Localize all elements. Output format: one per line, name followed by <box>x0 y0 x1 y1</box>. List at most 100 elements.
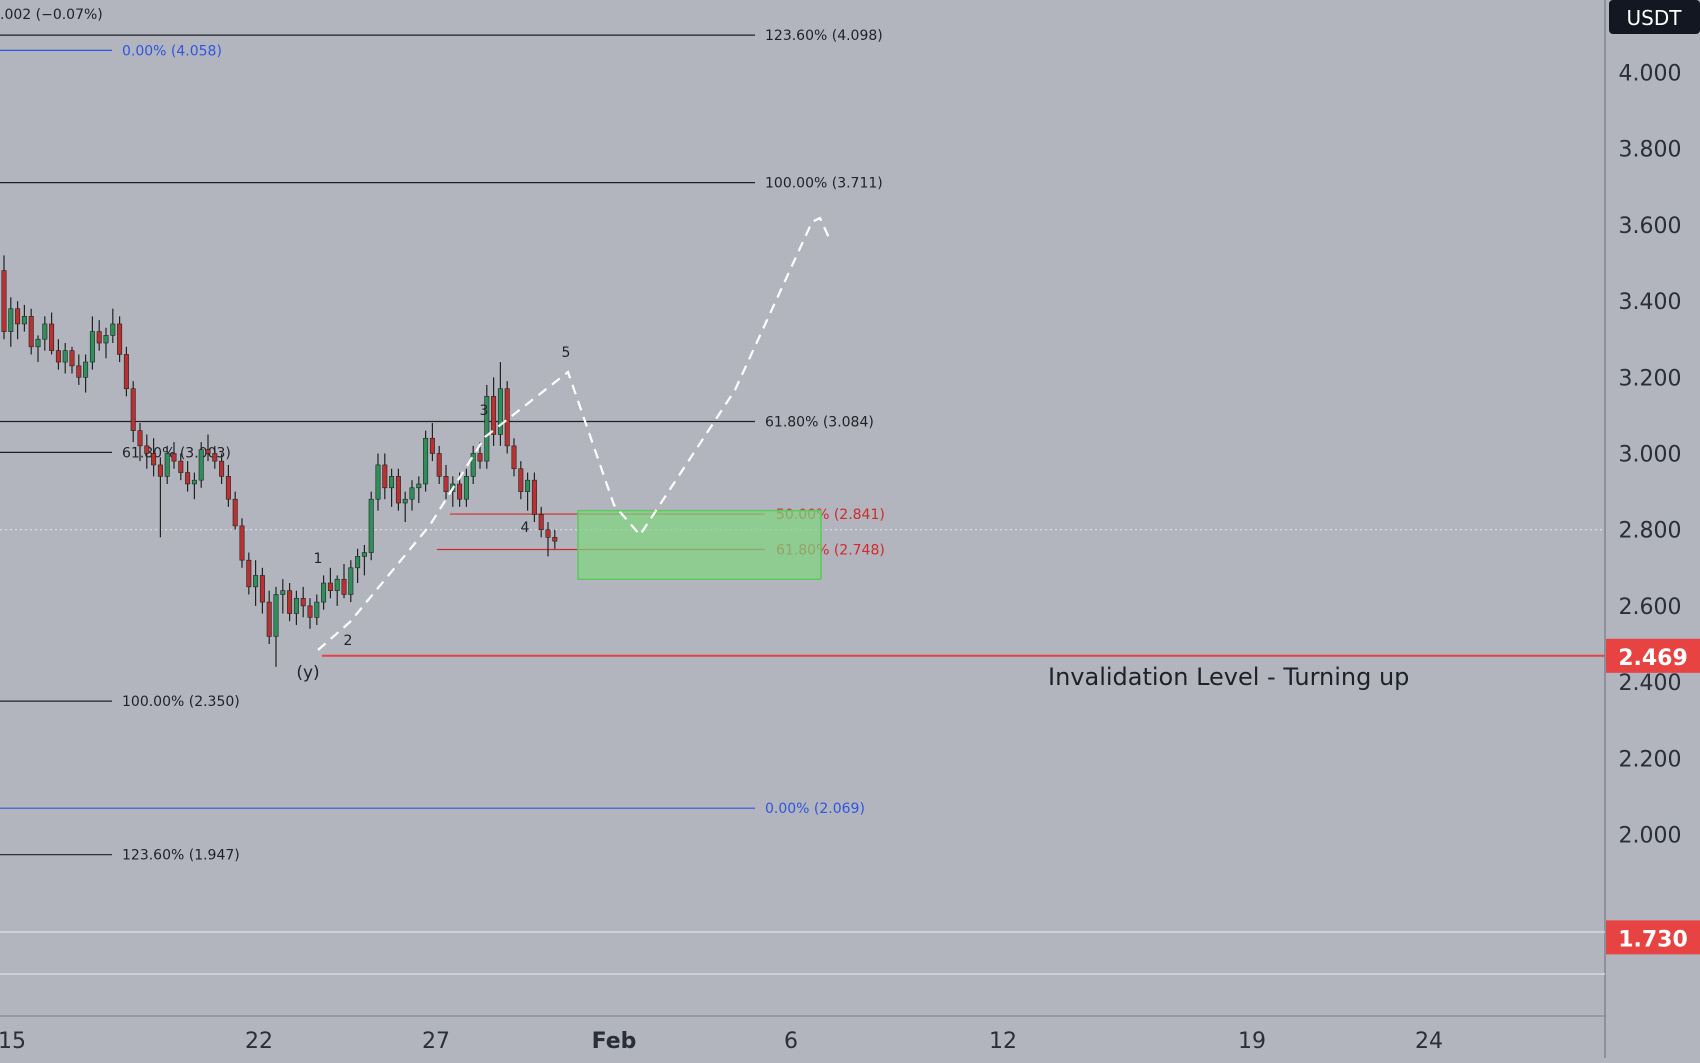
candle-body <box>518 468 524 492</box>
candle-body <box>307 605 313 618</box>
candle-body <box>552 537 558 542</box>
price-tag-label: 2.469 <box>1618 646 1688 671</box>
candle-body <box>239 525 245 561</box>
x-tick-label: 19 <box>1238 1029 1266 1054</box>
candle-body <box>423 437 429 485</box>
candle-body <box>266 601 272 637</box>
candle-body <box>416 483 422 489</box>
wave-label: 4 <box>521 520 530 536</box>
candle-body <box>293 597 299 614</box>
candle-body <box>89 331 95 363</box>
candle-body <box>361 552 367 557</box>
candle-body <box>497 388 503 435</box>
x-tick-label: 12 <box>989 1029 1017 1054</box>
candle-body <box>117 323 123 355</box>
fib-level-label: 0.00% (2.069) <box>765 801 865 817</box>
candle-body <box>382 464 388 489</box>
y-tick-label: 3.600 <box>1619 214 1682 239</box>
target-zone <box>577 509 822 580</box>
currency-label: USDT <box>1627 6 1683 30</box>
candle-body <box>280 590 286 595</box>
fib-level-label: 123.60% (4.098) <box>765 28 883 44</box>
candle-body <box>35 338 41 348</box>
candle-body <box>205 449 211 454</box>
candle-body <box>334 578 340 591</box>
candle-body <box>8 308 14 332</box>
candle-body <box>219 460 225 477</box>
candle-body <box>287 590 293 614</box>
y-tick-label: 3.800 <box>1619 138 1682 163</box>
candle-body <box>545 529 551 538</box>
candle-body <box>484 396 490 462</box>
candle-body <box>253 575 259 588</box>
candle-body <box>151 453 157 466</box>
candle-body <box>368 498 374 553</box>
candle-body <box>15 308 21 325</box>
candle-body <box>178 460 184 473</box>
price-change-readout: .002 (−0.07%) <box>0 7 103 23</box>
wave-label: 3 <box>480 403 489 419</box>
candle-body <box>355 556 361 569</box>
candle-body <box>531 479 537 515</box>
candle-body <box>123 354 129 390</box>
x-tick-label: 24 <box>1415 1029 1443 1054</box>
x-tick-label: 15 <box>0 1029 26 1054</box>
candle-body <box>429 437 435 454</box>
candle-body <box>42 323 48 340</box>
candle-body <box>246 559 252 588</box>
candle-body <box>348 567 354 595</box>
candle-body <box>491 396 497 435</box>
candle-body <box>164 453 170 477</box>
candle-body <box>327 582 333 591</box>
candle-body <box>103 335 109 344</box>
candle-body <box>1 270 7 332</box>
candle-body <box>504 388 510 447</box>
y-tick-label: 2.000 <box>1619 824 1682 849</box>
candle-body <box>191 479 197 485</box>
wave-label: 5 <box>562 345 571 361</box>
candle-body <box>457 483 463 500</box>
candle-body <box>259 575 265 603</box>
candle-body <box>341 578 347 595</box>
candle-body <box>477 453 483 462</box>
candle-body <box>137 430 143 447</box>
candle-body <box>83 361 89 378</box>
candle-body <box>144 445 150 454</box>
candle-body <box>55 350 61 363</box>
candle-body <box>314 601 320 618</box>
candle-body <box>225 476 231 500</box>
candle-body <box>96 331 102 344</box>
candle-body <box>470 453 476 477</box>
candle-body <box>511 445 517 470</box>
candle-body <box>130 388 136 431</box>
candle-body <box>49 323 55 351</box>
candle-body <box>436 453 442 477</box>
candle-body <box>157 464 163 477</box>
x-tick-label: 6 <box>784 1029 798 1054</box>
y-tick-label: 2.400 <box>1619 671 1682 696</box>
price-tag-box <box>1606 920 1700 955</box>
candle-body <box>443 476 449 492</box>
y-tick-label: 4.000 <box>1619 62 1682 87</box>
candle-body <box>110 323 116 336</box>
candle-body <box>375 464 381 500</box>
y-tick-label: 2.600 <box>1619 595 1682 620</box>
candle-body <box>212 453 218 462</box>
price-tag-label: 1.730 <box>1618 927 1688 952</box>
candle-body <box>321 582 327 603</box>
y-tick-label: 3.000 <box>1619 443 1682 468</box>
currency-badge[interactable] <box>1609 0 1700 34</box>
candle-body <box>402 498 408 504</box>
candle-body <box>538 514 544 531</box>
invalidation-label: Invalidation Level - Turning up <box>1048 663 1409 691</box>
y-tick-label: 3.200 <box>1619 366 1682 391</box>
fib-level-label: 100.00% (3.711) <box>765 176 883 192</box>
fib-level-label: 0.00% (4.058) <box>122 43 222 59</box>
y-tick-label: 2.800 <box>1619 519 1682 544</box>
wave-label: 2 <box>344 633 353 649</box>
candle-body <box>409 487 415 500</box>
wave-projection-path <box>317 216 832 651</box>
x-tick-label: 27 <box>422 1029 450 1054</box>
